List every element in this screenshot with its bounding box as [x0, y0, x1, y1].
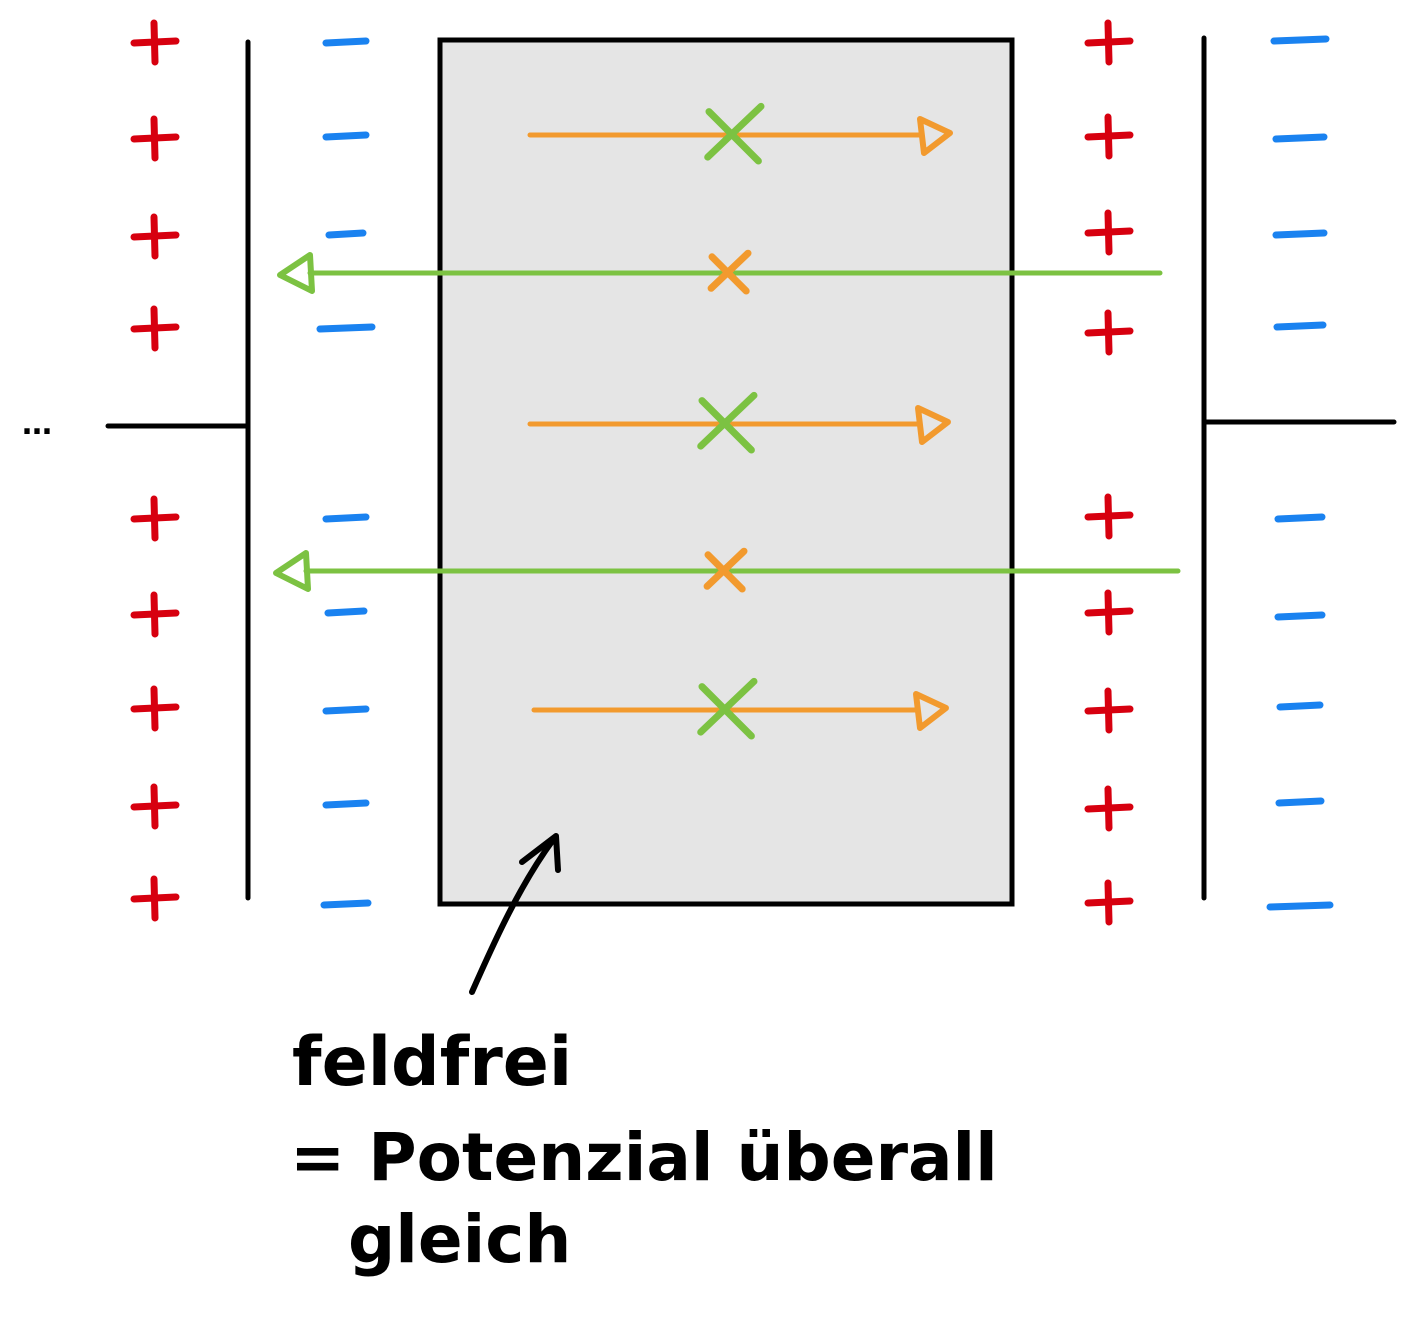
positive-charge-left [130, 305, 180, 352]
negative-charge-left [324, 607, 368, 617]
positive-charge-left [130, 685, 180, 732]
cancel-marker-green [697, 677, 758, 740]
positive-charge-left [130, 19, 180, 66]
negative-charge-left [325, 229, 367, 239]
induced-field-arrowhead [917, 116, 953, 156]
negative-charge-left [322, 513, 370, 523]
cancel-marker-orange [703, 547, 748, 593]
positive-charge-left [130, 591, 180, 638]
annotation-gleich: gleich [348, 1201, 571, 1278]
cancel-marker-orange [707, 249, 752, 295]
positive-charge-right [1084, 113, 1134, 160]
negative-charge-right [1274, 513, 1326, 523]
surface-charges [130, 19, 1334, 926]
negative-charge-right [1270, 35, 1330, 45]
external-field-arrowhead [277, 252, 315, 294]
positive-charge-right [1084, 209, 1134, 256]
positive-charge-right [1084, 19, 1134, 66]
negative-charge-left [316, 323, 376, 333]
positive-charge-right [1084, 493, 1134, 540]
negative-charge-right [1272, 133, 1328, 143]
cancel-marker-green [704, 102, 765, 165]
negative-charge-right [1274, 611, 1326, 621]
negative-charge-right [1276, 701, 1324, 711]
wire-ellipsis: … [22, 407, 52, 442]
annotation-potenzial: = Potenzial überall [290, 1119, 998, 1196]
positive-charge-right [1084, 879, 1134, 926]
cancel-marker-green [697, 391, 758, 454]
negative-charge-right [1275, 797, 1325, 807]
positive-charge-left [130, 783, 180, 830]
positive-charge-left [130, 875, 180, 922]
annotation-arrowhead [519, 833, 561, 873]
induced-field-arrowhead [915, 405, 951, 445]
negative-charge-left [322, 799, 370, 809]
negative-charge-right [1266, 901, 1334, 911]
negative-charge-left [320, 899, 372, 909]
annotation-feldfrei: feldfrei [292, 1023, 572, 1102]
negative-charge-left [322, 37, 370, 47]
conductor-block [437, 37, 1015, 907]
positive-charge-right [1084, 785, 1134, 832]
induced-field-arrowhead [913, 691, 949, 731]
positive-charge-left [130, 115, 180, 162]
external-field-arrowhead [273, 550, 311, 592]
field-lines [273, 102, 1181, 740]
negative-charge-right [1272, 229, 1328, 239]
positive-charge-right [1084, 309, 1134, 356]
positive-charge-left [130, 213, 180, 260]
positive-charge-right [1084, 589, 1134, 636]
positive-charge-left [130, 495, 180, 542]
negative-charge-right [1273, 321, 1327, 331]
negative-charge-left [322, 705, 370, 715]
annotation-arrow [469, 837, 556, 995]
negative-charge-left [322, 131, 370, 141]
positive-charge-right [1084, 687, 1134, 734]
